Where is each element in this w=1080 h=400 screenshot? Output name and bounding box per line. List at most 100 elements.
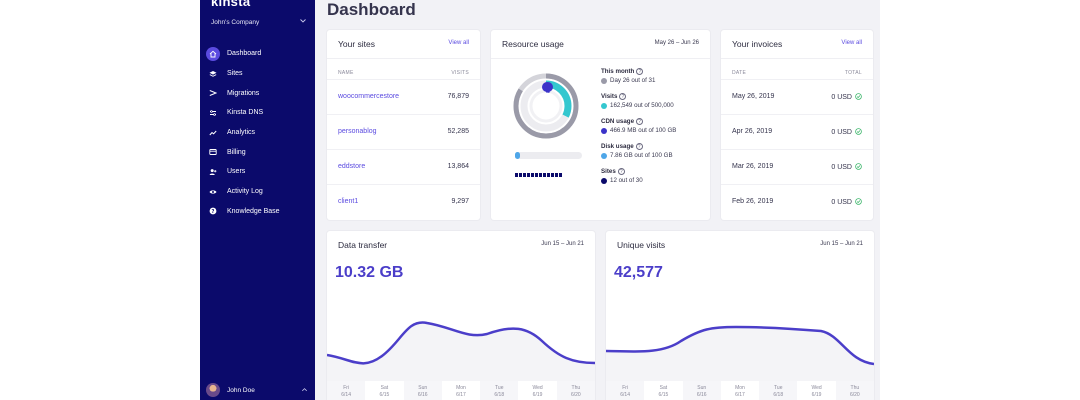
main-content: Dashboard Your sites View all NAME VISIT…	[315, 0, 880, 400]
company-selector[interactable]: John's Company	[211, 19, 260, 26]
sidebar-item-sites[interactable]: Sites	[200, 64, 315, 84]
series-line	[327, 321, 595, 365]
legend-label: This month	[601, 68, 635, 75]
x-tick: Thu 6/20	[835, 381, 874, 400]
site-slot-used	[527, 173, 530, 177]
site-link[interactable]: personablog	[338, 128, 377, 135]
table-row[interactable]: personablog 52,285	[327, 114, 480, 149]
legend-value: 466.9 MB out of 100 GB	[610, 127, 677, 134]
x-tick: Wed 6/19	[797, 381, 836, 400]
unique-visits-total: 42,577	[614, 264, 663, 281]
kinsta-logo[interactable]: kinsta	[211, 0, 251, 9]
site-slot-used	[523, 173, 526, 177]
chevron-down-icon[interactable]	[299, 17, 307, 25]
legend-label: CDN usage	[601, 118, 635, 125]
app-window: kinsta John's Company Dashboard Sites Mi…	[200, 0, 880, 400]
legend-value: 162,549 out of 500,000	[610, 102, 674, 109]
legend-dot	[601, 77, 607, 84]
sidebar-item-label: Users	[227, 168, 246, 176]
x-axis: Fri 6/14 Sat 6/15 Sun 6/16 Mon 6/17 Tue 6/18 …	[606, 381, 874, 400]
info-icon[interactable]: ?	[619, 93, 627, 100]
site-link[interactable]: eddstore	[338, 163, 366, 170]
sidebar-item-kinsta-dns[interactable]: Kinsta DNS	[200, 103, 315, 123]
site-slot-used	[559, 173, 562, 177]
analytics-icon	[208, 128, 218, 138]
user-menu[interactable]: John Doe	[206, 382, 310, 398]
disk-usage-fill	[515, 152, 521, 159]
area-fill	[606, 327, 874, 381]
sites-card: Your sites View all NAME VISITS woocomme…	[327, 30, 480, 220]
legend-visits: Visits? 162,549 out of 500,000	[601, 93, 710, 118]
column-header-date[interactable]: DATE	[732, 70, 747, 76]
info-icon[interactable]: ?	[635, 143, 643, 150]
legend-value: 7.86 GB out of 100 GB	[610, 152, 673, 159]
resource-usage-card: Resource usage May 26 – Jun 26 This mont…	[491, 30, 710, 220]
site-slot-used	[551, 173, 554, 177]
x-tick: Mon 6/17	[441, 381, 481, 400]
table-row[interactable]: May 26, 2019 0 USD	[721, 79, 873, 114]
site-slot-used	[531, 173, 534, 177]
divider	[491, 58, 710, 59]
view-all-invoices-link[interactable]: View all	[841, 40, 862, 46]
legend-dot	[601, 102, 607, 109]
site-link[interactable]: woocommercestore	[338, 93, 400, 100]
sidebar-item-activity-log[interactable]: Activity Log	[200, 182, 315, 202]
column-header-name[interactable]: NAME	[338, 70, 354, 76]
card-title: Resource usage	[502, 39, 564, 49]
resource-legend: This month? Day 26 out of 31 Visits? 162…	[601, 68, 710, 193]
x-tick: Tue 6/18	[759, 381, 798, 400]
check-circle-icon	[855, 163, 862, 170]
area-fill	[327, 322, 595, 381]
x-tick: Sat 6/15	[365, 381, 404, 400]
info-icon[interactable]: ?	[636, 118, 644, 125]
sidebar-item-label: Analytics	[227, 129, 256, 137]
sidebar-item-analytics[interactable]: Analytics	[200, 123, 315, 143]
site-slot-used	[539, 173, 542, 177]
info-icon[interactable]: ?	[617, 168, 625, 175]
table-row[interactable]: Mar 26, 2019 0 USD	[721, 149, 873, 184]
sidebar-item-migrations[interactable]: Migrations	[200, 83, 315, 103]
avatar	[206, 383, 220, 397]
day-progress-arc	[513, 73, 579, 139]
site-slot-used	[535, 173, 538, 177]
sidebar-item-label: Kinsta DNS	[227, 109, 264, 117]
view-all-sites-link[interactable]: View all	[448, 40, 469, 46]
invoice-total: 0 USD	[831, 129, 852, 136]
sidebar-item-billing[interactable]: Billing	[200, 142, 315, 162]
sidebar-nav: Dashboard Sites Migrations Kinsta DNS An…	[200, 44, 315, 221]
sidebar-item-label: Activity Log	[227, 188, 263, 196]
migrations-icon	[208, 88, 218, 98]
info-icon[interactable]: ?	[636, 68, 644, 75]
date-range: Jun 15 – Jun 21	[541, 241, 584, 247]
legend-cdn: CDN usage? 466.9 MB out of 100 GB	[601, 118, 710, 143]
site-visits: 9,297	[451, 198, 469, 205]
series-line	[606, 325, 874, 366]
site-link[interactable]: client1	[338, 198, 359, 205]
sidebar-item-users[interactable]: Users	[200, 162, 315, 182]
table-row[interactable]: eddstore 13,864	[327, 149, 480, 184]
site-slot-used	[547, 173, 550, 177]
x-tick: Tue 6/18	[480, 381, 519, 400]
table-row[interactable]: woocommercestore 76,879	[327, 79, 480, 114]
table-row[interactable]: Feb 26, 2019 0 USD	[721, 184, 873, 219]
home-icon	[206, 46, 220, 61]
table-row[interactable]: client1 9,297	[327, 184, 480, 219]
chevron-up-icon	[302, 388, 307, 392]
invoice-date: Feb 26, 2019	[732, 198, 774, 205]
cdn-marker	[542, 82, 553, 92]
invoice-total: 0 USD	[831, 94, 852, 101]
legend-disk: Disk usage? 7.86 GB out of 100 GB	[601, 143, 710, 168]
x-tick: Thu 6/20	[556, 381, 595, 400]
check-circle-icon	[855, 93, 862, 100]
column-header-visits[interactable]: VISITS	[451, 70, 469, 76]
column-header-total[interactable]: TOTAL	[844, 70, 862, 76]
date-range: Jun 15 – Jun 21	[820, 241, 863, 247]
date-range: May 26 – Jun 26	[654, 40, 699, 46]
table-row[interactable]: Apr 26, 2019 0 USD	[721, 114, 873, 149]
site-slot-used	[515, 173, 518, 177]
page-title: Dashboard	[327, 0, 416, 19]
sidebar: kinsta John's Company Dashboard Sites Mi…	[200, 0, 315, 400]
data-transfer-line-chart	[327, 321, 595, 381]
sidebar-item-knowledge-base[interactable]: ? Knowledge Base	[200, 202, 315, 222]
sidebar-item-dashboard[interactable]: Dashboard	[200, 44, 315, 64]
